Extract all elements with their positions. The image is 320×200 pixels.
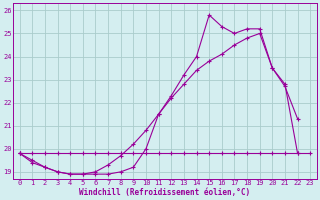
X-axis label: Windchill (Refroidissement éolien,°C): Windchill (Refroidissement éolien,°C) [79,188,251,197]
